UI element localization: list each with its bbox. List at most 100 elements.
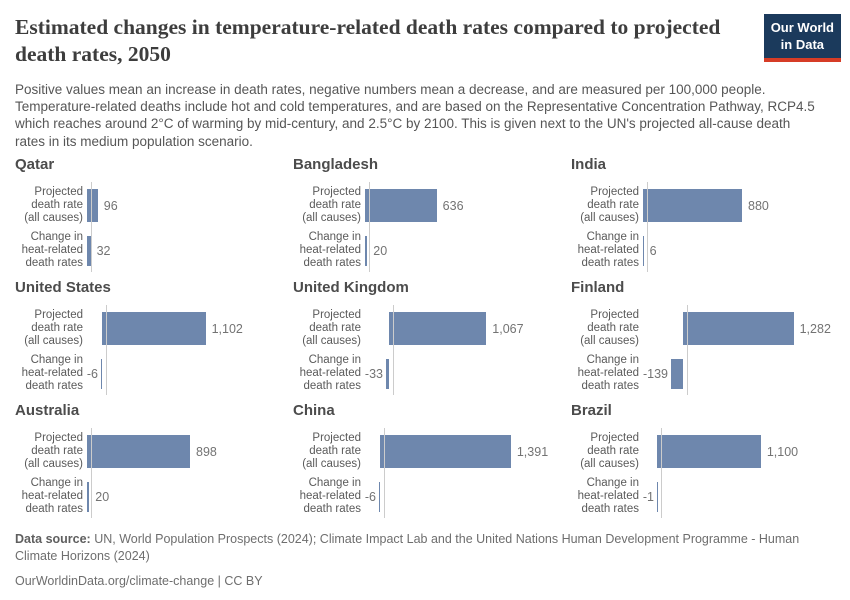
bar-projected-death-rate[interactable]: [87, 189, 98, 222]
facet-country-title: Finland: [571, 279, 625, 296]
bar-label-line: Projected: [34, 308, 83, 321]
bar-label: Projected death rate (all causes): [571, 186, 643, 226]
axis-line: [647, 182, 648, 272]
bar-heat-related-change[interactable]: [365, 235, 368, 266]
bar-label-line: Change in: [30, 476, 83, 489]
bar-label-line: Change in: [308, 476, 361, 489]
bar-label-line: death rates: [303, 380, 361, 393]
axis-line: [369, 182, 370, 272]
bar-row-heat-change: Change in heat-related death rates -33: [293, 352, 571, 395]
bar-projected-death-rate[interactable]: [379, 435, 511, 468]
value-label: 1,282: [799, 321, 831, 336]
bar-label: Projected death rate (all causes): [293, 309, 365, 349]
axis-line: [686, 305, 688, 395]
bar-heat-related-change[interactable]: [87, 235, 91, 266]
owid-logo[interactable]: Our World in Data: [763, 14, 841, 62]
facet-country-title: India: [571, 156, 607, 173]
bar-projected-death-rate[interactable]: [657, 435, 761, 468]
bar-projected-death-rate[interactable]: [389, 312, 487, 345]
bar-row-projected: Projected death rate (all causes) 880: [571, 182, 849, 229]
cc-by-link[interactable]: CC BY: [224, 573, 263, 588]
bar-row-projected: Projected death rate (all causes) 898: [15, 428, 293, 475]
bar-label-line: heat-related: [299, 366, 361, 379]
facet-panel: Bangladesh Projected death rate (all cause…: [293, 156, 571, 279]
bar-row-heat-change: Change in heat-related death rates 32: [15, 229, 293, 272]
bar-projected-death-rate[interactable]: [643, 189, 742, 222]
facet-panel: Finland Projected death rate (all causes) …: [571, 279, 849, 402]
value-label: -6: [364, 489, 376, 504]
axis-line: [91, 182, 92, 272]
facet-panel: Brazil Projected death rate (all causes) 1…: [571, 402, 849, 525]
bar-label-line: Projected: [34, 185, 83, 198]
bar-label-line: Projected: [590, 185, 639, 198]
bar-row-heat-change: Change in heat-related death rates 6: [571, 229, 849, 272]
bar-row-projected: Projected death rate (all causes) 1,100: [571, 428, 849, 475]
bar-label: Projected death rate (all causes): [15, 309, 87, 349]
bar-heat-related-change[interactable]: [643, 235, 644, 266]
value-label: 20: [373, 243, 388, 258]
bar-heat-related-change[interactable]: [379, 481, 380, 512]
facet-country-title: United Kingdom: [293, 279, 409, 296]
bar-label: Projected death rate (all causes): [293, 432, 365, 472]
bar-label: Change in heat-related death rates: [293, 231, 365, 271]
bar-projected-death-rate[interactable]: [365, 189, 437, 222]
bar-label-line: death rates: [581, 380, 639, 393]
facet-grid: Qatar Projected death rate (all causes) 96…: [15, 156, 849, 525]
bar-label-line: (all causes): [580, 335, 639, 348]
value-label: 898: [196, 444, 217, 459]
facet-chart: Projected death rate (all causes) 1,282 Ch…: [571, 305, 849, 397]
value-label: -33: [364, 366, 383, 381]
bar-label-line: heat-related: [577, 489, 639, 502]
value-label: 1,102: [211, 321, 243, 336]
bar-label-line: (all causes): [24, 212, 83, 225]
bar-projected-death-rate[interactable]: [101, 312, 206, 345]
value-label: 96: [103, 198, 118, 213]
bar-label: Change in heat-related death rates: [293, 354, 365, 394]
bar-label-line: Projected: [312, 308, 361, 321]
bar-label: Change in heat-related death rates: [293, 477, 365, 517]
bar-label-line: death rate: [309, 321, 361, 334]
bar-label-line: (all causes): [24, 458, 83, 471]
chart-title: Estimated changes in temperature-related…: [15, 15, 721, 66]
bar-label-line: heat-related: [21, 489, 83, 502]
bar-label-line: death rate: [31, 198, 83, 211]
facet-chart: Projected death rate (all causes) 898 Chan…: [15, 428, 293, 520]
bar-label-line: death rate: [309, 198, 361, 211]
bar-label-line: Projected: [34, 431, 83, 444]
bar-projected-death-rate[interactable]: [87, 435, 190, 468]
bar-label-line: heat-related: [21, 243, 83, 256]
data-source-line: Data source: UN, World Population Prospe…: [15, 531, 823, 565]
bar-label-line: (all causes): [24, 335, 83, 348]
bar-label-line: (all causes): [302, 335, 361, 348]
bar-label-line: (all causes): [302, 212, 361, 225]
bar-label-line: heat-related: [21, 366, 83, 379]
bar-label-line: Change in: [30, 230, 83, 243]
bar-label: Projected death rate (all causes): [571, 309, 643, 349]
bar-heat-related-change[interactable]: [87, 481, 90, 512]
bar-label: Change in heat-related death rates: [571, 231, 643, 271]
facet-panel: United Kingdom Projected death rate (all c…: [293, 279, 571, 402]
bar-label-line: death rate: [309, 444, 361, 457]
value-label: 32: [96, 243, 111, 258]
bar-label-line: death rate: [587, 444, 639, 457]
chart-subtitle: Positive values mean an increase in deat…: [15, 81, 815, 149]
bar-label-line: Change in: [30, 353, 83, 366]
facet-chart: Projected death rate (all causes) 1,102 Ch…: [15, 305, 293, 397]
facet-chart: Projected death rate (all causes) 96 Chang…: [15, 182, 293, 274]
facet-country-title: United States: [15, 279, 111, 296]
bar-row-heat-change: Change in heat-related death rates -139: [571, 352, 849, 395]
bar-row-heat-change: Change in heat-related death rates 20: [293, 229, 571, 272]
bar-label-line: Projected: [312, 431, 361, 444]
owid-url-link[interactable]: OurWorldinData.org/climate-change: [15, 573, 215, 588]
bar-heat-related-change[interactable]: [386, 358, 389, 389]
bar-projected-death-rate[interactable]: [682, 312, 794, 345]
chart-header: Estimated changes in temperature-related…: [15, 14, 841, 150]
bar-heat-related-change[interactable]: [101, 358, 102, 389]
axis-line: [661, 428, 663, 518]
bar-label-line: Projected: [312, 185, 361, 198]
bar-heat-related-change[interactable]: [671, 358, 683, 389]
value-label: -1: [642, 489, 654, 504]
bar-label: Change in heat-related death rates: [15, 354, 87, 394]
bar-label-line: heat-related: [577, 366, 639, 379]
